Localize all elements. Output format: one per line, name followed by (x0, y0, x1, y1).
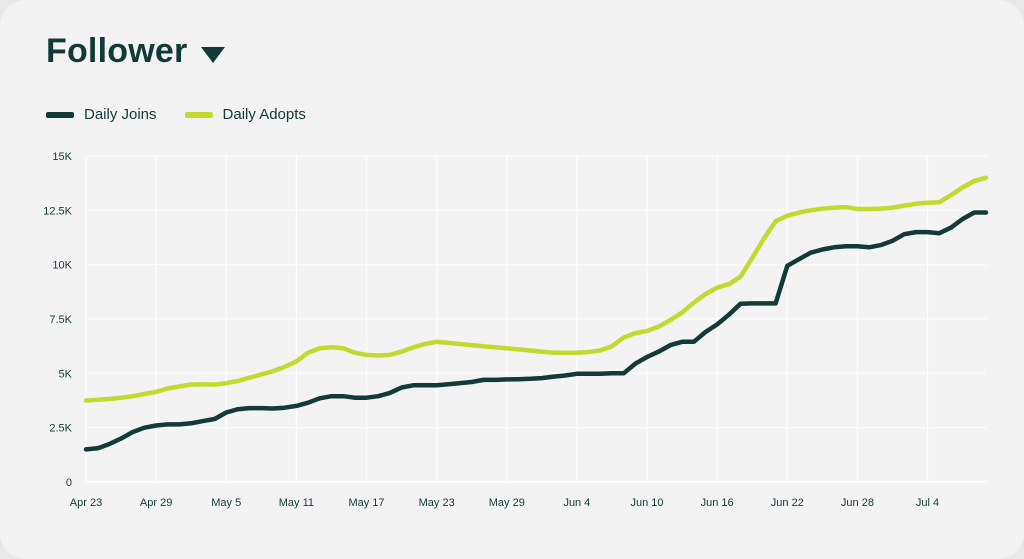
x-tick-label: Jun 22 (771, 497, 804, 509)
legend-swatch-adopts (184, 111, 213, 118)
y-tick-label: 0 (66, 477, 72, 489)
dropdown-caret-icon[interactable] (201, 46, 226, 63)
legend-swatch-joins (46, 111, 74, 118)
legend-item-adopts[interactable]: Daily Adopts (184, 106, 306, 123)
series-line-daily-joins (83, 210, 989, 452)
legend-item-joins[interactable]: Daily Joins (46, 106, 157, 123)
x-tick-label: May 5 (211, 497, 241, 509)
x-tick-label: Apr 23 (70, 497, 102, 509)
x-tick-label: May 23 (419, 497, 455, 509)
x-tick-label: Jun 16 (701, 497, 734, 509)
x-tick-label: May 11 (279, 497, 314, 509)
y-tick-label: 12.5K (43, 205, 72, 217)
x-tick-label: Jul 4 (916, 497, 939, 509)
legend: Daily Joins Daily Adopts (46, 106, 306, 123)
legend-label-adopts: Daily Adopts (222, 106, 306, 123)
y-tick-label: 10K (52, 260, 72, 272)
x-tick-label: Apr 29 (140, 497, 172, 509)
y-tick-label: 2.5K (49, 423, 72, 435)
title-row: Follower (46, 32, 226, 71)
x-tick-label: Jun 4 (563, 497, 590, 509)
y-tick-label: 15K (52, 151, 72, 163)
x-tick-label: May 29 (489, 497, 525, 509)
series-line-daily-adopts (83, 175, 989, 403)
y-tick-label: 7.5K (49, 314, 72, 326)
legend-label-joins: Daily Joins (84, 106, 157, 123)
x-tick-label: Jun 10 (631, 497, 664, 509)
x-tick-label: May 17 (348, 497, 384, 509)
y-tick-label: 5K (59, 368, 73, 380)
x-tick-label: Jun 28 (841, 497, 874, 509)
chart-title: Follower (46, 32, 188, 70)
